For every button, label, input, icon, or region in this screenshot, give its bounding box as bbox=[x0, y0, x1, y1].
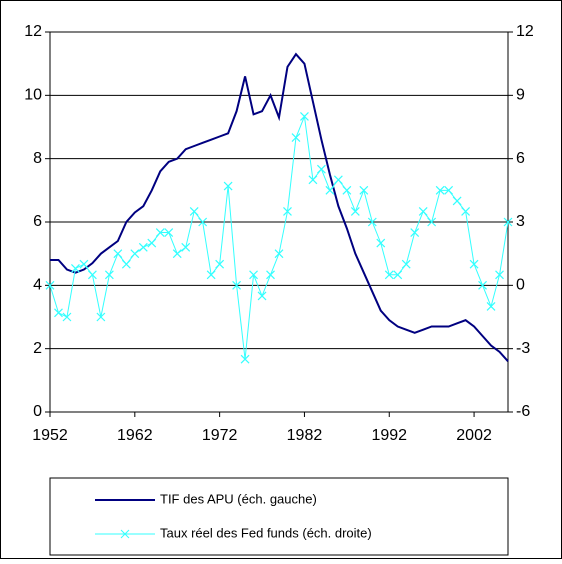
marker bbox=[486, 302, 496, 311]
marker bbox=[96, 312, 106, 322]
marker bbox=[359, 185, 369, 195]
x-tick-label: 1982 bbox=[287, 427, 323, 444]
y-tick-label: 0 bbox=[33, 403, 42, 420]
marker bbox=[427, 217, 437, 227]
y2-tick-label: 6 bbox=[516, 150, 525, 167]
marker bbox=[291, 133, 301, 142]
marker bbox=[478, 280, 487, 290]
marker bbox=[189, 207, 199, 216]
marker bbox=[376, 238, 386, 248]
x-tick-label: 2002 bbox=[456, 427, 492, 444]
marker bbox=[206, 270, 216, 280]
marker bbox=[147, 238, 157, 248]
legend bbox=[49, 477, 509, 556]
marker bbox=[300, 112, 309, 121]
marker bbox=[181, 242, 191, 252]
marker bbox=[469, 259, 479, 269]
marker bbox=[54, 308, 63, 318]
y-tick-label: 12 bbox=[24, 23, 42, 40]
marker bbox=[283, 207, 292, 216]
marker bbox=[130, 249, 140, 259]
marker bbox=[444, 185, 454, 195]
marker bbox=[198, 217, 208, 227]
marker bbox=[503, 217, 513, 227]
y2-tick-label: 12 bbox=[516, 23, 534, 40]
marker bbox=[223, 181, 233, 191]
y-tick-label: 8 bbox=[33, 150, 42, 167]
legend-label: TIF des APU (éch. gauche) bbox=[160, 491, 317, 506]
marker bbox=[232, 280, 242, 290]
y-tick-label: 6 bbox=[33, 213, 42, 230]
marker bbox=[266, 270, 275, 280]
y2-tick-label: 0 bbox=[516, 277, 525, 294]
marker bbox=[215, 259, 225, 269]
y2-tick-label: 9 bbox=[516, 87, 525, 104]
marker bbox=[87, 270, 97, 280]
marker bbox=[401, 259, 411, 269]
series-line bbox=[50, 52, 509, 362]
marker bbox=[249, 270, 258, 280]
marker bbox=[393, 270, 403, 280]
marker bbox=[62, 312, 72, 322]
marker bbox=[325, 185, 335, 195]
marker bbox=[45, 280, 55, 290]
marker bbox=[240, 354, 250, 364]
y2-tick-label: -3 bbox=[516, 340, 530, 357]
marker bbox=[104, 270, 114, 280]
marker bbox=[274, 249, 284, 259]
marker bbox=[257, 291, 267, 301]
marker bbox=[435, 185, 445, 195]
marker bbox=[367, 217, 377, 227]
x-tick-label: 1952 bbox=[32, 427, 68, 444]
marker bbox=[495, 270, 504, 280]
marker bbox=[308, 175, 318, 185]
marker bbox=[316, 164, 326, 174]
marker bbox=[418, 207, 428, 216]
marker bbox=[121, 259, 131, 269]
y-tick-label: 4 bbox=[33, 277, 42, 294]
x-tick-label: 1962 bbox=[117, 427, 153, 444]
marker bbox=[461, 207, 471, 216]
y2-tick-label: 3 bbox=[516, 213, 525, 230]
y-tick-label: 2 bbox=[33, 340, 42, 357]
marker bbox=[138, 242, 148, 252]
marker bbox=[71, 264, 80, 273]
marker bbox=[350, 207, 360, 216]
y2-tick-label: -6 bbox=[516, 403, 530, 420]
marker bbox=[384, 270, 394, 280]
marker bbox=[113, 249, 123, 259]
marker bbox=[342, 185, 352, 195]
x-tick-label: 1972 bbox=[202, 427, 238, 444]
legend-marker bbox=[120, 529, 130, 539]
legend-label: Taux réel des Fed funds (éch. droite) bbox=[160, 525, 372, 540]
marker bbox=[172, 249, 182, 259]
marker bbox=[79, 259, 89, 269]
y-tick-label: 10 bbox=[24, 87, 42, 104]
x-tick-label: 1992 bbox=[371, 427, 407, 444]
marker bbox=[333, 175, 343, 185]
marker bbox=[164, 228, 174, 237]
marker bbox=[410, 228, 420, 237]
marker bbox=[155, 228, 165, 237]
marker bbox=[452, 196, 462, 206]
